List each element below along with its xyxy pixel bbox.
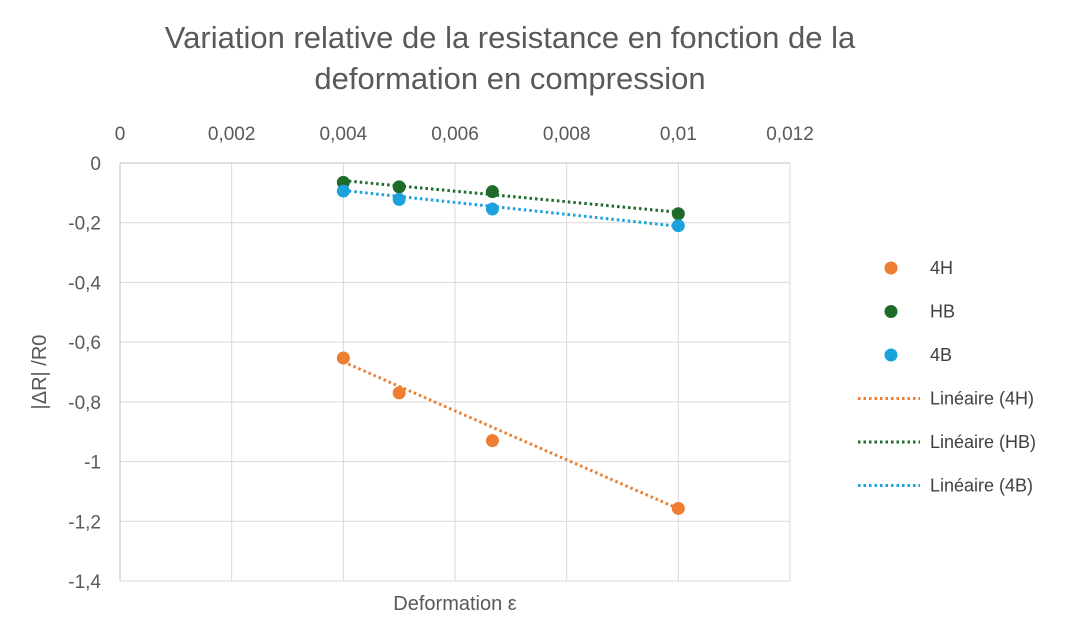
x-tick-label: 0,002 <box>208 124 256 145</box>
legend-marker <box>884 348 898 362</box>
x-axis-label: Deformation ε <box>393 593 516 615</box>
data-point <box>392 180 406 194</box>
x-tick-label: 0,004 <box>320 124 368 145</box>
y-tick-label: -0,8 <box>68 393 101 414</box>
data-point <box>336 184 350 198</box>
legend-marker <box>884 305 898 318</box>
data-point <box>671 219 685 233</box>
legend-label: HB <box>930 302 955 322</box>
trendlines <box>342 179 679 511</box>
legend-label: Linéaire (4H) <box>930 389 1034 409</box>
x-tick-label: 0,01 <box>660 124 697 145</box>
y-axis-label: |ΔR| /R0 <box>29 335 51 410</box>
legend: 4H HB 4B Linéaire (4H) Linéaire (HB) Linéaire… <box>858 258 1036 496</box>
legend-label: 4B <box>930 345 952 365</box>
trendline <box>342 360 679 511</box>
legend-marker <box>884 261 898 275</box>
gridlines <box>119 162 791 582</box>
chart-title-line-2: deformation en compression <box>314 61 705 96</box>
y-tick-label: 0 <box>90 154 101 175</box>
legend-label: Linéaire (HB) <box>930 432 1036 452</box>
data-point <box>392 386 406 400</box>
data-point <box>485 202 499 216</box>
x-tick-label: 0,008 <box>543 124 591 145</box>
data-point <box>671 207 685 221</box>
y-tick-label: -1,4 <box>68 572 101 593</box>
y-tick-label: -1 <box>84 453 101 474</box>
y-tick-label: -1,2 <box>68 512 101 533</box>
y-tick-label: -0,4 <box>68 273 101 294</box>
x-axis-ticks: 0 0,002 0,004 0,006 0,008 0,01 0,012 <box>115 124 814 145</box>
data-point <box>671 501 685 515</box>
plot-area <box>119 162 790 581</box>
chart-title-line-1: Variation relative de la resistance en f… <box>165 20 856 55</box>
y-tick-label: -0,6 <box>68 333 101 354</box>
x-tick-label: 0,012 <box>766 124 814 145</box>
x-tick-label: 0 <box>115 124 126 145</box>
data-point <box>485 185 499 199</box>
data-point <box>336 351 350 365</box>
data-point <box>485 434 499 448</box>
legend-label: 4H <box>930 258 953 278</box>
y-tick-label: -0,2 <box>68 214 101 235</box>
chart-title: Variation relative de la resistance en f… <box>165 20 856 96</box>
y-axis-ticks: 0 -0,2 -0,4 -0,6 -0,8 -1 -1,2 -1,4 <box>68 154 101 593</box>
data-points <box>336 175 685 515</box>
x-tick-label: 0,006 <box>431 124 479 145</box>
data-point <box>392 192 406 206</box>
legend-label: Linéaire (4B) <box>930 476 1033 496</box>
